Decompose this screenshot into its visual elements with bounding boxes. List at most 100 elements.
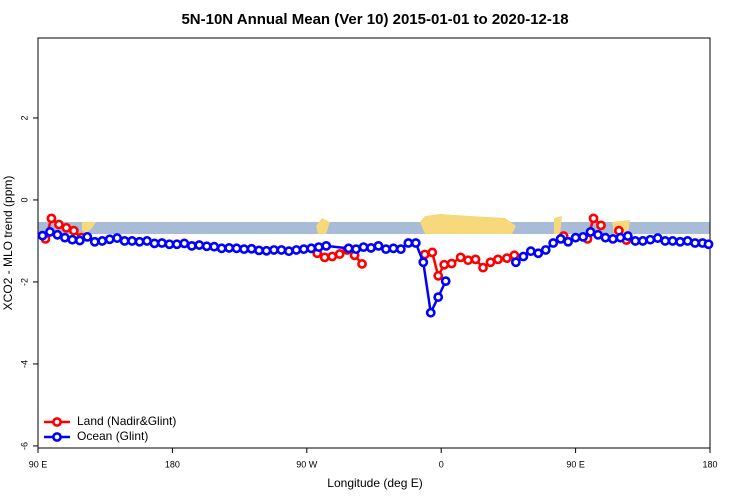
legend-marker [52, 417, 62, 427]
data-point [455, 252, 466, 263]
data-point [563, 236, 574, 247]
data-point [104, 234, 115, 245]
data-point [548, 238, 559, 248]
data-point [246, 243, 257, 254]
data-point [518, 251, 529, 262]
data-point [555, 233, 566, 244]
data-point [525, 246, 536, 257]
data-point [149, 238, 160, 249]
data-point [127, 236, 137, 246]
data-point [470, 254, 481, 265]
data-point [179, 238, 190, 249]
data-point [533, 248, 544, 259]
data-point [269, 245, 279, 255]
x-tick-label: 0 [439, 459, 444, 469]
data-point [261, 245, 272, 256]
x-tick-label: 90 E [566, 459, 585, 469]
data-point [46, 213, 57, 224]
data-point [254, 245, 264, 256]
data-point [239, 244, 249, 255]
y-tick-label: -2 [19, 278, 29, 286]
data-point [410, 238, 421, 248]
data-point [327, 251, 338, 262]
data-point [45, 227, 55, 237]
data-point [502, 253, 512, 264]
data-point [321, 240, 332, 251]
data-point [645, 234, 656, 245]
chart-title: 5N-10N Annual Mean (Ver 10) 2015-01-01 t… [181, 11, 568, 28]
data-point [52, 229, 63, 240]
x-tick-label: 90 W [296, 459, 318, 469]
data-point [433, 270, 444, 281]
data-point [283, 246, 294, 257]
land-patch [420, 214, 516, 234]
data-point [157, 238, 167, 248]
data-point [231, 243, 242, 254]
data-point [343, 243, 354, 254]
data-point [585, 227, 596, 237]
data-point [439, 259, 450, 270]
data-point [463, 255, 473, 266]
data-point [313, 242, 324, 252]
data-point [37, 230, 48, 241]
data-point [68, 225, 79, 236]
data-point [630, 236, 641, 246]
legend-label: Ocean (Glint) [77, 429, 148, 443]
data-point [276, 245, 287, 255]
data-point [164, 239, 175, 250]
legend-marker [52, 432, 62, 442]
data-point [357, 259, 367, 269]
data-point [637, 236, 648, 246]
data-point [366, 243, 376, 253]
data-point [82, 231, 93, 242]
data-point [622, 231, 633, 241]
y-tick-label: -4 [19, 360, 29, 368]
land-patch [554, 216, 562, 234]
data-point [425, 307, 436, 318]
data-point [194, 240, 205, 250]
data-point [675, 236, 686, 247]
map-strip [38, 214, 710, 234]
data-point [660, 236, 671, 246]
data-point [608, 233, 618, 244]
data-point [667, 236, 678, 246]
data-point [74, 235, 85, 246]
data-point [291, 245, 302, 255]
x-tick-label: 180 [702, 459, 717, 469]
data-point [570, 232, 581, 243]
data-point [395, 244, 406, 255]
land-patch [316, 218, 330, 234]
data-point [433, 292, 444, 303]
data-point [119, 236, 130, 246]
legend-label: Land (Nadir&Glint) [77, 414, 176, 428]
data-point [588, 213, 599, 224]
data-point [540, 245, 551, 255]
data-point [224, 243, 235, 253]
data-point [201, 241, 212, 252]
data-point [112, 233, 123, 243]
data-point [578, 231, 588, 242]
y-tick-label: 0 [19, 197, 29, 202]
data-point [134, 236, 145, 247]
x-tick-label: 180 [165, 459, 180, 469]
data-point [682, 236, 693, 246]
ocean-strip [38, 222, 710, 234]
y-tick-label: 2 [19, 115, 29, 120]
data-point [478, 262, 488, 273]
data-point [319, 252, 330, 263]
x-axis-label: Longitude (deg E) [327, 476, 422, 490]
data-point [388, 243, 399, 254]
data-point [652, 233, 663, 243]
data-point [358, 242, 369, 252]
data-point [298, 244, 309, 255]
data-point [446, 258, 457, 269]
data-point [418, 257, 429, 268]
data-point [216, 243, 227, 254]
data-point [67, 234, 78, 245]
x-tick-label: 90 E [29, 459, 48, 469]
data-point [703, 239, 714, 250]
data-point [61, 222, 72, 233]
data-point [54, 219, 64, 230]
data-point [593, 229, 603, 240]
data-point [306, 243, 317, 254]
